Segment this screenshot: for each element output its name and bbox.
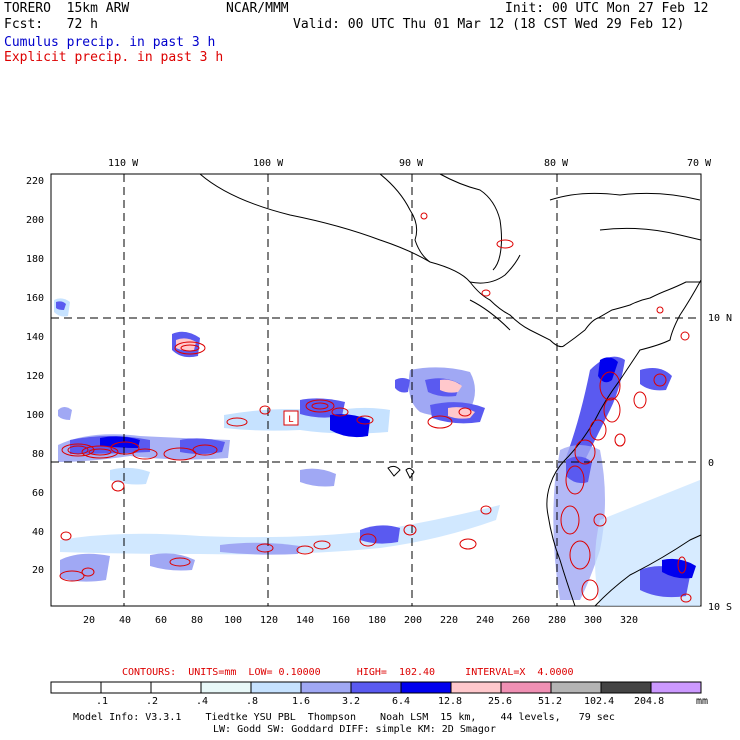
legend-value: 25.6 bbox=[488, 696, 513, 707]
y-tick-80: 80 bbox=[32, 449, 45, 460]
contour-info: CONTOURS: UNITS=mm LOW= 0.10000 HIGH= 10… bbox=[122, 667, 574, 678]
y-tick-60: 60 bbox=[32, 488, 45, 499]
x-tick-260: 260 bbox=[512, 615, 531, 626]
legend-value: .8 bbox=[246, 696, 259, 707]
y-tick-140: 140 bbox=[26, 332, 45, 343]
y-tick-20: 20 bbox=[32, 565, 45, 576]
y-tick-180: 180 bbox=[26, 254, 45, 265]
x-tick-20: 20 bbox=[83, 615, 96, 626]
legend-value: .1 bbox=[96, 696, 109, 707]
legend-unit: mm bbox=[696, 696, 709, 707]
y-tick-100: 100 bbox=[26, 410, 45, 421]
low-marker-label: L bbox=[288, 415, 293, 425]
legend-value: 3.2 bbox=[342, 696, 361, 707]
x-tick-220: 220 bbox=[440, 615, 459, 626]
legend-value: 51.2 bbox=[538, 696, 563, 707]
cumulus-precip-shading bbox=[54, 298, 700, 606]
model-info-line1: Model Info: V3.3.1 Tiedtke YSU PBL Thomp… bbox=[73, 712, 615, 723]
lon-label-70w: 70 W bbox=[687, 158, 712, 169]
lon-label-80w: 80 W bbox=[544, 158, 569, 169]
legend-value: 1.6 bbox=[292, 696, 311, 707]
legend-value: 204.8 bbox=[634, 696, 665, 707]
forecast-hour: Fcst: 72 h bbox=[4, 17, 98, 32]
latlon-grid bbox=[51, 174, 701, 606]
valid-time: Valid: 00 UTC Thu 01 Mar 12 (18 CST Wed … bbox=[293, 17, 685, 32]
x-tick-80: 80 bbox=[191, 615, 204, 626]
y-tick-220: 220 bbox=[26, 176, 45, 187]
model-title: TORERO 15km ARW bbox=[4, 1, 130, 16]
legend-value: 102.4 bbox=[584, 696, 615, 707]
x-tick-300: 300 bbox=[584, 615, 603, 626]
x-tick-180: 180 bbox=[368, 615, 387, 626]
x-tick-60: 60 bbox=[155, 615, 168, 626]
x-tick-120: 120 bbox=[260, 615, 279, 626]
coastlines bbox=[199, 173, 702, 607]
x-tick-200: 200 bbox=[404, 615, 423, 626]
lon-label-90w: 90 W bbox=[399, 158, 424, 169]
legend-value: 12.8 bbox=[438, 696, 463, 707]
lon-label-110w: 110 W bbox=[108, 158, 139, 169]
x-tick-240: 240 bbox=[476, 615, 495, 626]
lat-label-10n: 10 N bbox=[708, 313, 733, 324]
x-tick-140: 140 bbox=[296, 615, 315, 626]
x-tick-320: 320 bbox=[620, 615, 639, 626]
low-marker bbox=[283, 410, 299, 426]
lon-label-100w: 100 W bbox=[253, 158, 284, 169]
x-tick-40: 40 bbox=[119, 615, 132, 626]
legend-value: .4 bbox=[196, 696, 209, 707]
x-tick-280: 280 bbox=[548, 615, 567, 626]
y-tick-120: 120 bbox=[26, 371, 45, 382]
field-explicit-label: Explicit precip. in past 3 h bbox=[4, 50, 224, 65]
lat-label-0: 0 bbox=[708, 458, 715, 469]
field-cumulus-label: Cumulus precip. in past 3 h bbox=[4, 35, 216, 50]
y-tick-40: 40 bbox=[32, 527, 45, 538]
color-bar bbox=[50, 681, 702, 694]
x-tick-100: 100 bbox=[224, 615, 243, 626]
model-info-line2: LW: Godd SW: Goddard DIFF: simple KM: 2D… bbox=[213, 724, 496, 735]
org-label: NCAR/MMM bbox=[226, 1, 289, 16]
y-tick-160: 160 bbox=[26, 293, 45, 304]
legend-value: 6.4 bbox=[392, 696, 411, 707]
map-frame bbox=[50, 173, 702, 607]
init-time: Init: 00 UTC Mon 27 Feb 12 bbox=[505, 1, 709, 16]
y-tick-200: 200 bbox=[26, 215, 45, 226]
explicit-precip-contours bbox=[59, 212, 692, 603]
x-tick-160: 160 bbox=[332, 615, 351, 626]
legend-value: .2 bbox=[146, 696, 159, 707]
lat-label-10s: 10 S bbox=[708, 602, 733, 613]
